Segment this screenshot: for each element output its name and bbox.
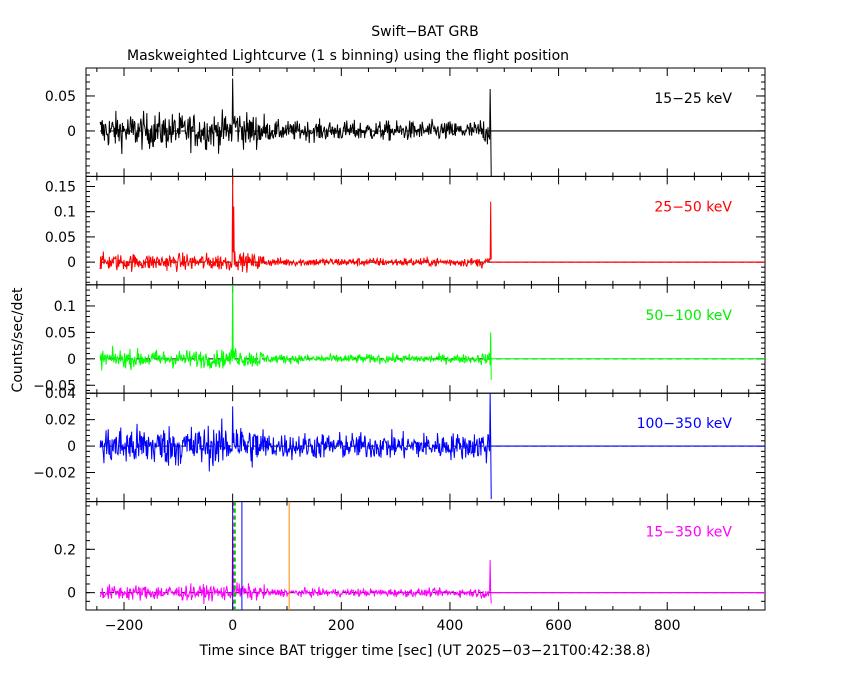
band-label: 100−350 keV <box>637 416 733 432</box>
y-tick-label: 0.05 <box>45 230 76 246</box>
series-line <box>99 284 492 380</box>
y-tick-label: 0 <box>67 586 76 602</box>
band-label: 15−350 keV <box>645 525 732 541</box>
x-tick-label: 200 <box>328 618 355 634</box>
y-tick-label: 0 <box>67 439 76 455</box>
panel-frame <box>85 501 766 611</box>
chart-subtitle: Maskweighted Lightcurve (1 s binning) us… <box>127 48 569 64</box>
panel-3: −0.02 0 0.02 0.04 100−350 keV <box>33 386 766 503</box>
y-tick-label: 0.15 <box>45 179 76 195</box>
series-group <box>99 393 765 499</box>
panel-frame <box>85 175 766 286</box>
x-tick-label: 600 <box>545 618 572 634</box>
panel-frame <box>85 284 766 394</box>
y-tick-label: 0.05 <box>45 89 76 105</box>
y-tick-label: 0.1 <box>54 299 76 315</box>
band-label: 50−100 keV <box>645 308 732 324</box>
series-line <box>99 393 492 499</box>
y-axis-label: Counts/sec/det <box>10 287 26 392</box>
series-line <box>99 176 492 273</box>
panel-2: −0.05 0 0.05 0.1 50−100 keV <box>33 284 766 394</box>
y-tick-label: −0.02 <box>33 466 76 482</box>
band-label: 15−25 keV <box>654 91 732 107</box>
series-line <box>99 78 492 177</box>
y-tick-label: 0.04 <box>45 386 76 402</box>
y-tick-label: 0.05 <box>45 325 76 341</box>
y-tick-label: 0 <box>67 124 76 140</box>
series-group <box>99 176 765 273</box>
x-tick-label: 0 <box>228 618 237 634</box>
chart-title: Swift−BAT GRB <box>371 24 478 40</box>
x-tick-label: 800 <box>654 618 681 634</box>
series-line <box>99 527 492 605</box>
series-group <box>99 501 765 610</box>
band-label: 25−50 keV <box>654 199 732 215</box>
y-tick-label: 0 <box>67 352 76 368</box>
panel-4: 0 0.2 15−350 keV −200 0 200 400 600 800 <box>54 501 766 634</box>
series-group <box>99 284 765 380</box>
x-tick-label: −200 <box>105 618 143 634</box>
panels-group: 0 0.05 15−25 keV 0 0.05 0.1 0.15 25−50 keV −0.05… <box>33 67 766 634</box>
y-tick-label: 0.1 <box>54 205 76 221</box>
x-axis-label: Time since BAT trigger time [sec] (UT 20… <box>198 643 650 659</box>
panel-0: 0 0.05 15−25 keV <box>45 67 766 177</box>
y-tick-label: −0.05 <box>33 378 76 394</box>
y-tick-label: 0.2 <box>54 542 76 558</box>
y-tick-label: 0.02 <box>45 413 76 429</box>
y-tick-label: 0 <box>67 255 76 271</box>
series-group <box>99 78 765 177</box>
x-tick-label: 400 <box>437 618 464 634</box>
panel-1: 0 0.05 0.1 0.15 25−50 keV <box>45 175 766 286</box>
